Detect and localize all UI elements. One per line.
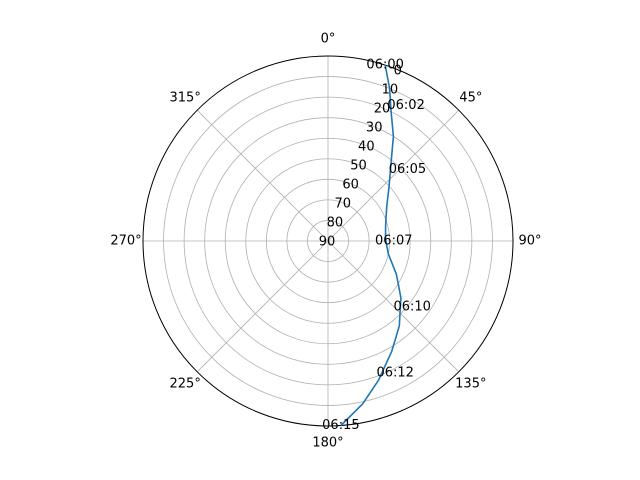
theta-tick-label: 225° <box>170 376 201 391</box>
time-annotation: 06:10 <box>393 299 430 314</box>
theta-tick-label: 315° <box>170 91 201 106</box>
time-annotation: 06:12 <box>376 365 413 380</box>
series <box>340 64 402 427</box>
r-grid-ring <box>286 199 370 283</box>
r-grid-ring <box>265 178 391 304</box>
r-grid-ring <box>224 137 432 345</box>
annotations: 06:00 06:02 06:05 06:07 06:10 06:12 06:15 <box>322 58 431 433</box>
time-annotation: 06:00 <box>366 58 403 73</box>
theta-tick-label: 0° <box>321 32 336 47</box>
r-tick-label: 90 <box>319 235 336 250</box>
r-tick-label: 30 <box>366 121 383 136</box>
r-tick-label: 10 <box>382 83 399 98</box>
theta-tick-label: 45° <box>459 91 482 106</box>
r-tick-label: 40 <box>358 140 375 155</box>
r-grid-ring <box>163 76 493 406</box>
theta-tick-label: 270° <box>110 234 141 249</box>
time-annotation: 06:02 <box>387 98 424 113</box>
time-annotation: 06:07 <box>375 234 412 249</box>
theta-tick-label: 180° <box>312 436 343 451</box>
r-tick-label: 0 <box>394 64 402 79</box>
series-line <box>340 64 402 427</box>
theta-tick-label: 135° <box>455 376 486 391</box>
grid <box>142 55 514 427</box>
r-tick-labels: 0 10 20 30 40 50 60 70 80 90 <box>319 64 402 250</box>
polar-frame <box>142 55 514 427</box>
theta-tick-label: 90° <box>518 234 541 249</box>
r-grid-ring <box>183 96 473 386</box>
r-grid-ring <box>204 117 452 365</box>
r-tick-label: 70 <box>334 197 351 212</box>
r-grid-ring <box>245 158 411 324</box>
r-tick-label: 20 <box>374 102 391 117</box>
r-tick-label: 50 <box>350 159 367 174</box>
theta-grid-line <box>327 240 460 373</box>
theta-grid-line <box>327 109 460 242</box>
time-annotation: 06:05 <box>389 162 426 177</box>
theta-tick-labels: 0° 45° 90° 135° 180° 225° 270° 315° <box>110 32 541 451</box>
theta-grid-line <box>196 240 329 373</box>
r-tick-label: 60 <box>342 178 359 193</box>
time-annotation: 06:15 <box>322 418 359 433</box>
theta-grid-line <box>196 109 329 242</box>
r-grid-ring <box>307 220 349 262</box>
r-tick-label: 80 <box>327 216 344 231</box>
